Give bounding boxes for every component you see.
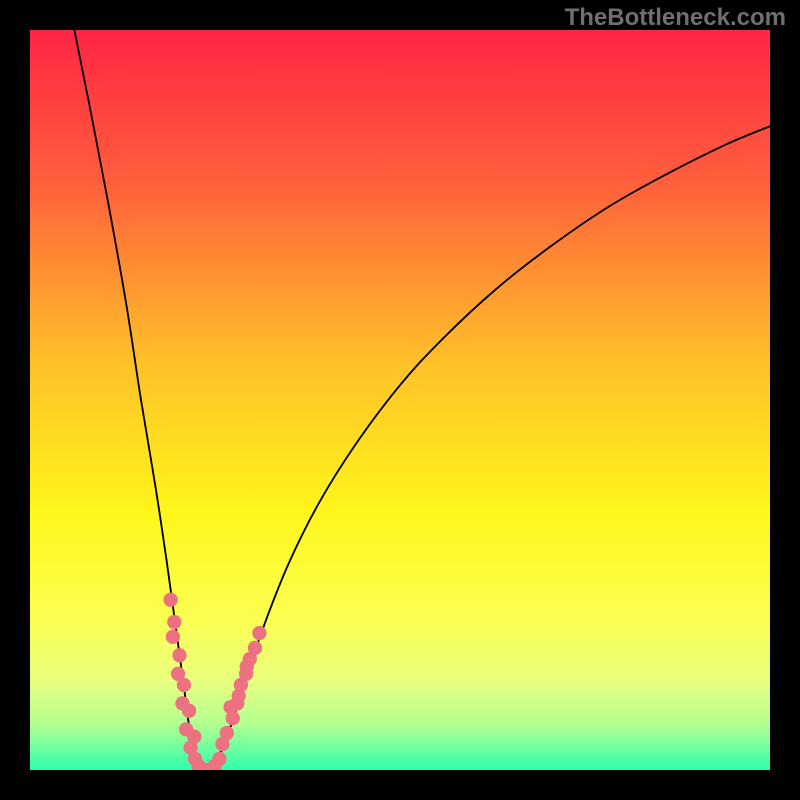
marker-right [253,626,266,639]
marker-left [173,649,186,662]
watermark-text: TheBottleneck.com [565,4,786,32]
marker-right [240,660,253,673]
marker-right [232,689,245,702]
marker-right [220,726,233,739]
marker-left [164,593,177,606]
curve-right [211,126,770,770]
marker-left [168,615,181,628]
marker-left [177,678,190,691]
marker-valley [213,752,226,765]
marker-left [182,704,195,717]
curve-layer [30,30,770,770]
chart-container: TheBottleneck.com [0,0,800,800]
marker-left [166,630,179,643]
marker-right [248,641,261,654]
